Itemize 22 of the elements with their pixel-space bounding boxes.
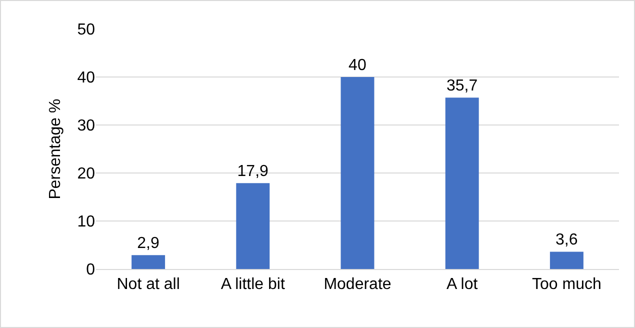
y-tick-label: 50 [77,22,96,39]
bar [236,183,270,269]
y-tick-label: 40 [77,70,96,87]
data-label: 35,7 [446,78,478,95]
bar [132,255,166,269]
y-tick-label: 30 [77,118,96,135]
x-tick-label: Moderate [324,276,392,294]
data-label: 17,9 [237,163,269,180]
y-tick-label: 10 [77,214,96,231]
x-tick-label: A lot [446,276,478,294]
x-tick-label: A little bit [220,276,286,294]
bar [340,77,374,269]
y-tick-label: 20 [77,166,96,183]
data-label: 40 [348,57,366,74]
bar [550,252,584,269]
bar [445,98,479,269]
data-label: 2,9 [137,235,160,252]
x-tick-label: Not at all [116,276,180,294]
data-label: 3,6 [556,232,578,249]
y-tick-label: 0 [86,262,96,279]
x-tick-label: Too much [532,276,602,294]
y-axis-title: Persentage % [47,98,64,200]
